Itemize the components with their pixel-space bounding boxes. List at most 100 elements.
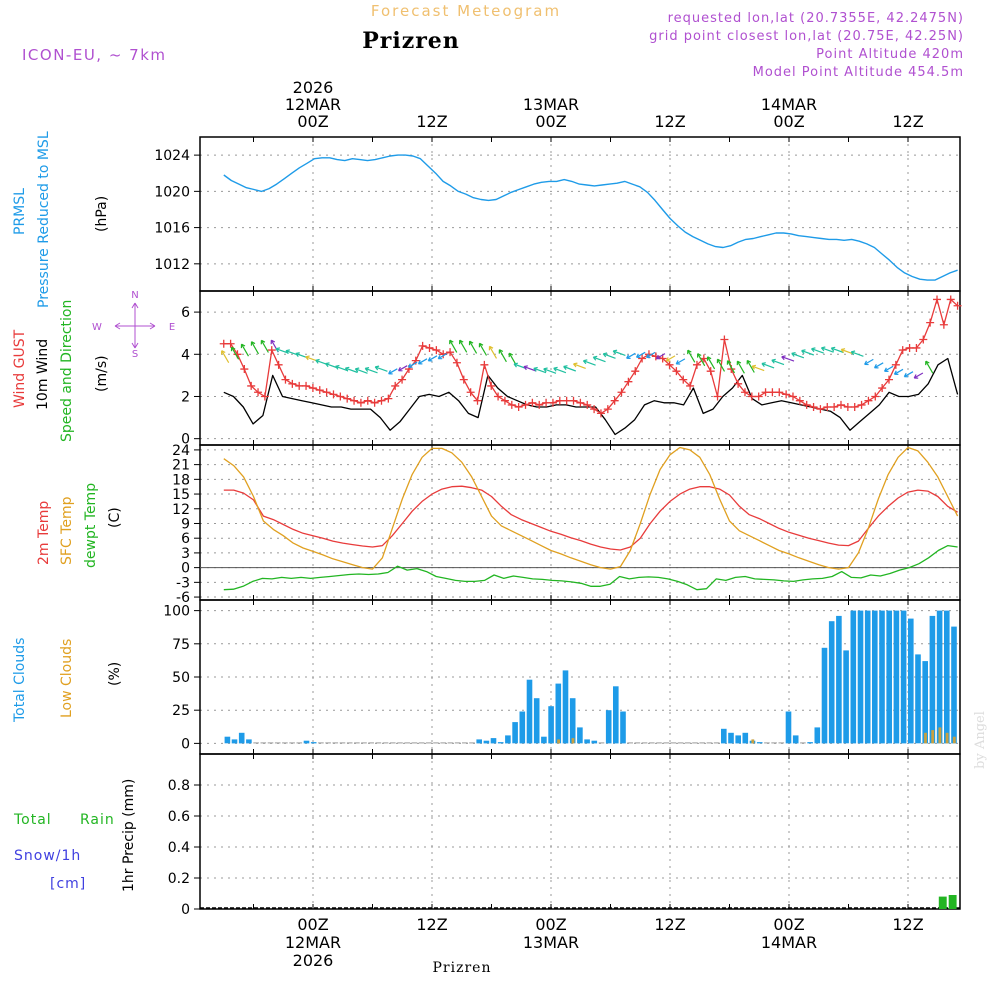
gust-marker <box>343 394 352 403</box>
gust-marker <box>336 392 345 401</box>
panel-frame <box>199 290 961 446</box>
tsfc-label: SFC Temp <box>59 496 75 565</box>
total-cloud-bar <box>332 742 339 744</box>
wind-direction-arrow <box>840 348 854 355</box>
wind-direction-arrow <box>602 352 616 359</box>
precip-total-label: Total <box>13 812 52 828</box>
total-cloud-bar <box>404 742 410 744</box>
top-hour-label: 00Z <box>535 112 566 131</box>
total-cloud-bar <box>785 711 792 744</box>
total-cloud-bar <box>591 740 598 744</box>
gust-marker <box>836 400 845 409</box>
wind-labels: Wind GUST 10m Wind Speed and Direction (… <box>12 290 175 442</box>
total-cloud-bar <box>872 610 878 744</box>
wind-direction-arrow <box>903 371 914 378</box>
low-clouds-label: Low Clouds <box>59 639 75 718</box>
panel-pressure: 1012 1016 1020 1024 <box>154 136 961 292</box>
gust-marker <box>240 365 249 374</box>
total-cloud-bar <box>634 742 641 744</box>
wind-direction-arrow <box>791 352 805 359</box>
panel-frame <box>199 753 961 910</box>
y-tick-label: 24 <box>172 443 190 459</box>
wind-direction-arrow <box>407 361 418 368</box>
model-point-altitude: Model Point Altitude 454.5m <box>753 65 964 80</box>
gust-marker <box>377 396 386 405</box>
gust-marker <box>398 375 407 384</box>
gust-marker <box>713 392 722 401</box>
top-date-label: 13MAR <box>523 95 579 114</box>
panel-clouds: 0 25 50 75 100 <box>163 599 961 755</box>
wind-direction-arrow <box>582 359 596 366</box>
wind-direction-arrow <box>478 342 488 356</box>
bottom-hour-label: 00Z <box>535 915 566 934</box>
gust-marker <box>830 403 839 412</box>
total-cloud-bar <box>850 610 857 744</box>
gust-marker <box>816 405 825 414</box>
pressure-line <box>223 154 958 281</box>
wind-direction-arrow <box>706 356 716 370</box>
temperature-labels: 2m Temp SFC Temp dewpt Temp (C) <box>36 483 123 568</box>
gust-marker <box>350 396 359 405</box>
wind-direction-arrow <box>364 367 378 374</box>
y-tick-label: 0.6 <box>168 809 190 825</box>
wind-direction-arrow <box>746 359 755 373</box>
wind-direction-arrow <box>751 364 765 372</box>
low-cloud-bar <box>924 732 927 744</box>
y-tick-label: 6 <box>181 531 190 547</box>
total-cloud-bar <box>677 742 684 744</box>
gust-marker <box>384 394 393 403</box>
total-cloud-bar <box>533 698 540 744</box>
precip-rain-label: Rain <box>80 812 115 828</box>
y-tick-label: 0.8 <box>168 778 190 794</box>
total-cloud-bar <box>224 736 231 744</box>
wind-direction-label: Speed and Direction <box>59 300 75 442</box>
wind-direction-arrow <box>675 358 686 365</box>
total-cloud-bar <box>541 736 547 744</box>
low-cloud-bar <box>571 738 575 744</box>
total-cloud-bar <box>800 742 806 744</box>
y-tick-label: 1020 <box>154 184 190 200</box>
wind-direction-arrow <box>665 355 676 362</box>
total-cloud-bar <box>433 742 439 744</box>
total-cloud-bar <box>462 742 468 744</box>
total-cloud-bar <box>670 742 677 744</box>
gust-marker <box>898 346 907 355</box>
y-tick-label: 21 <box>172 458 190 474</box>
total-cloud-bar <box>289 742 295 744</box>
total-cloud-bar <box>843 650 849 744</box>
wind-direction-arrow <box>883 365 894 372</box>
total-cloud-bar <box>339 742 346 744</box>
total-cloud-bar <box>318 742 324 744</box>
total-cloud-bar <box>828 621 835 744</box>
total-cloud-bar <box>238 732 245 744</box>
wind-direction-arrow <box>573 362 586 369</box>
total-cloud-bar <box>584 739 590 744</box>
y-tick-label: 75 <box>172 637 190 653</box>
wind-direction-arrow <box>801 349 815 356</box>
gust-marker <box>487 381 496 390</box>
total-cloud-bar <box>627 742 633 744</box>
temp-unit: (C) <box>107 507 123 528</box>
prmsl-full-label: Pressure Reduced to MSL <box>36 131 52 308</box>
total-cloud-bar <box>821 647 828 744</box>
gust-marker <box>583 400 592 409</box>
wind-direction-arrow <box>736 360 745 374</box>
total-cloud-bar <box>807 742 813 744</box>
location-title: Prizren <box>362 28 460 54</box>
t2m-label: 2m Temp <box>36 501 52 565</box>
gust-marker <box>926 318 935 327</box>
wind-direction-arrow <box>543 367 557 374</box>
wind-gust-label: Wind GUST <box>12 329 28 408</box>
bottom-hour-label: 12Z <box>654 915 685 934</box>
bottom-hour-label: 00Z <box>773 915 804 934</box>
wind-direction-arrow <box>417 358 428 365</box>
gust-marker <box>521 400 530 409</box>
gust-marker <box>939 320 948 329</box>
gust-marker <box>226 339 235 348</box>
gust-marker <box>528 398 537 407</box>
wind-direction-arrow <box>523 365 537 372</box>
credit-watermark: by Angel <box>973 711 988 769</box>
gust-marker <box>315 386 324 395</box>
gust-marker <box>679 375 688 384</box>
